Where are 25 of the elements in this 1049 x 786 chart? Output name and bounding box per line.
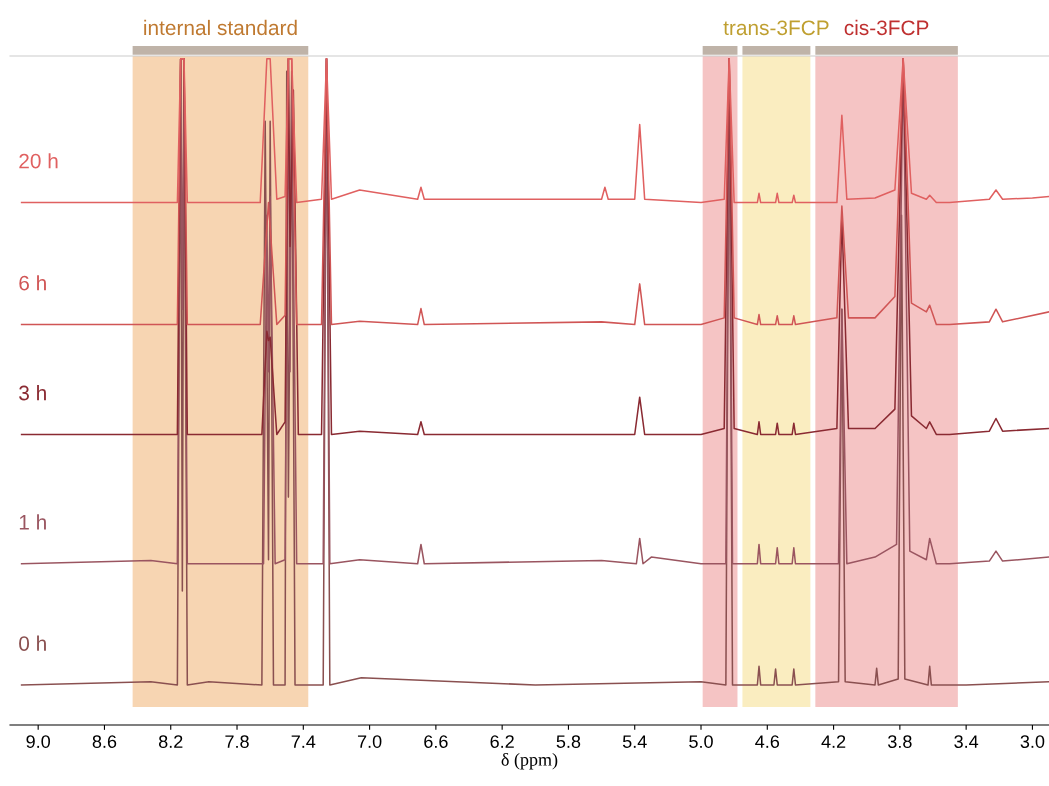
x-tick-label: 8.6 <box>92 735 117 748</box>
x-tick-label: 5.4 <box>622 735 647 748</box>
x-tick-label: 9.0 <box>26 735 51 748</box>
x-tick-label: 3.4 <box>954 735 979 748</box>
series-label: 3 h <box>19 385 46 401</box>
x-tick-label: 7.8 <box>225 735 249 748</box>
x-tick-label: 6.6 <box>424 735 448 748</box>
x-tick-label: 3.8 <box>888 735 912 748</box>
x-tick-label: 5.8 <box>556 735 581 748</box>
series-label: 1 h <box>19 514 46 530</box>
series-label: 20 h <box>19 153 58 169</box>
x-tick-label: 4.6 <box>755 735 780 748</box>
x-tick-label: 7.4 <box>291 735 316 748</box>
x-tick-label: 8.2 <box>158 735 183 748</box>
band-label: internal standard <box>144 19 297 36</box>
band-label: cis-3FCP <box>844 19 929 36</box>
series-label: 6 h <box>19 275 46 291</box>
x-axis-title: δ (ppm) <box>501 752 558 770</box>
x-tick-label: 7.0 <box>357 735 382 748</box>
series-label: 0 h <box>19 635 46 651</box>
x-tick-label: 4.2 <box>821 735 846 748</box>
x-tick-label: 5.0 <box>689 735 713 748</box>
x-tick-label: 3.0 <box>1020 735 1045 748</box>
x-tick-label: 6.2 <box>490 735 514 748</box>
band-label: trans-3FCP <box>723 20 829 36</box>
